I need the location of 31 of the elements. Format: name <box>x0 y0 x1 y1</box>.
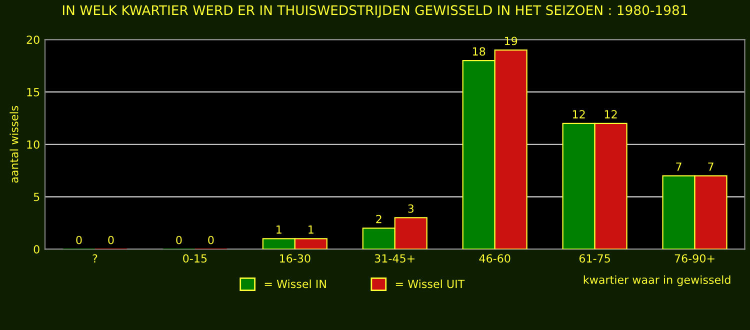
data-label: 7 <box>708 162 714 171</box>
data-label: 1 <box>276 225 282 234</box>
x-tick-label: 0-15 <box>183 254 207 263</box>
data-label: 3 <box>408 204 414 213</box>
x-tick-label: 31-45+ <box>374 254 414 263</box>
x-tick-label: 46-60 <box>479 254 510 263</box>
data-label: 0 <box>208 236 214 244</box>
x-tick-label: 61-75 <box>579 254 610 263</box>
data-label: 12 <box>604 110 617 118</box>
data-label: 0 <box>76 236 82 244</box>
data-label: 19 <box>504 36 518 46</box>
y-tick-label: 5 <box>34 192 40 202</box>
y-axis-title: aantal wissels <box>10 106 18 183</box>
y-tick-label: 15 <box>27 88 40 96</box>
data-label: 1 <box>308 225 314 234</box>
legend-label: = Wissel IN <box>264 280 326 288</box>
x-axis-title: kwartier waar in gewisseld <box>584 275 730 286</box>
y-tick-label: 0 <box>34 245 40 254</box>
data-label: 2 <box>376 214 382 224</box>
y-tick-label: 10 <box>27 140 40 149</box>
data-label: 0 <box>176 236 182 244</box>
x-tick-label: 16-30 <box>280 254 310 263</box>
data-label: 7 <box>676 162 682 171</box>
chart-title: IN WELK KWARTIER WERD ER IN THUISWEDSTRIJDEN GEWISSELD IN HET SEIZOEN : 1980-1981 <box>62 5 688 18</box>
data-label: 0 <box>108 236 114 244</box>
x-tick-label: 76-90+ <box>674 254 714 263</box>
legend-label: = Wissel UIT <box>396 280 465 288</box>
y-tick-label: 20 <box>26 36 40 44</box>
data-label: 12 <box>572 110 585 118</box>
x-tick-label: ? <box>92 254 98 262</box>
data-label: 18 <box>472 47 486 56</box>
